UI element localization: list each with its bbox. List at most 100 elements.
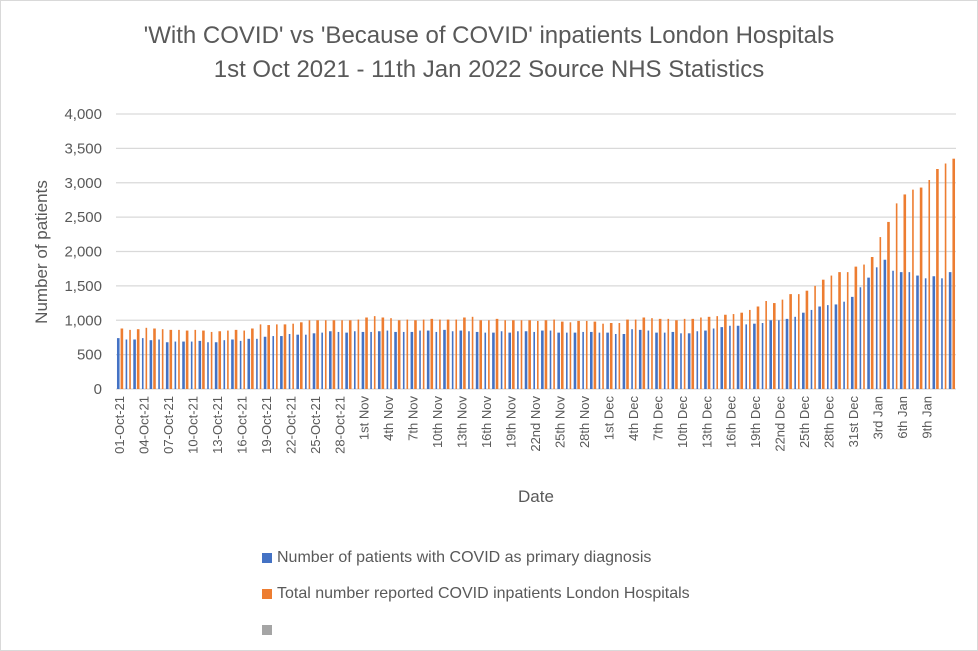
bar-total	[683, 318, 686, 389]
bar-total	[283, 324, 287, 389]
legend-label-primary: Number of patients with COVID as primary…	[277, 549, 652, 566]
bar-total	[912, 189, 914, 389]
bar-total	[765, 301, 767, 389]
bar-primary	[370, 331, 372, 389]
bar-primary	[533, 331, 535, 389]
bar-total	[463, 317, 466, 389]
bar-primary	[859, 287, 862, 389]
bar-total	[308, 320, 311, 389]
bar-primary	[598, 332, 601, 389]
bar-primary	[492, 332, 495, 389]
bar-primary	[182, 341, 185, 389]
bar-primary	[769, 320, 773, 389]
bar-primary	[899, 272, 903, 389]
legend-label-total: Total number reported COVID inpatients L…	[277, 585, 690, 602]
bar-primary	[671, 331, 675, 389]
x-tick-label: 19-Oct-21	[259, 396, 274, 454]
bar-total	[618, 323, 621, 389]
bar-primary	[908, 272, 911, 389]
bar-primary	[247, 338, 251, 389]
bar-total	[145, 327, 148, 389]
bar-primary	[622, 334, 626, 389]
bar-primary	[802, 312, 805, 389]
bar-primary	[116, 338, 120, 389]
bar-total	[365, 317, 368, 389]
bar-primary	[223, 340, 226, 389]
bar-total	[863, 264, 865, 389]
x-tick-label: 16th Dec	[724, 396, 739, 449]
bar-total	[528, 320, 531, 389]
bar-primary	[158, 339, 160, 389]
bar-primary	[207, 342, 209, 389]
bar-primary	[214, 342, 218, 389]
bar-primary	[745, 324, 748, 389]
bar-total	[357, 319, 360, 389]
bar-total	[446, 319, 450, 389]
x-tick-label: 1st Dec	[601, 396, 616, 441]
bar-primary	[941, 278, 943, 389]
bar-total	[675, 320, 678, 389]
x-tick-label: 28th Nov	[577, 396, 592, 449]
y-tick-label: 3,500	[64, 140, 102, 157]
bar-primary	[337, 331, 340, 389]
bar-primary	[239, 340, 242, 389]
bar-primary	[557, 332, 560, 389]
bar-primary	[892, 270, 894, 389]
bar-total	[544, 320, 548, 389]
legend-item-primary[interactable]: Number of patients with COVID as primary…	[262, 540, 690, 576]
bar-primary	[631, 329, 633, 389]
bar-total	[805, 290, 809, 389]
x-tick-label: 25th Nov	[552, 396, 567, 449]
bar-primary	[256, 338, 258, 389]
legend-item-total[interactable]: Total number reported COVID inpatients L…	[262, 576, 690, 612]
x-tick-label: 13-Oct-21	[210, 396, 225, 454]
bar-primary	[541, 330, 544, 389]
chart-subtitle: 1st Oct 2021 - 11th Jan 2022 Source NHS …	[213, 56, 765, 83]
bar-total	[732, 314, 735, 389]
bar-total	[299, 322, 303, 389]
bar-total	[455, 319, 458, 389]
bar-primary	[761, 323, 764, 389]
bar-total	[471, 316, 474, 389]
bar-total	[789, 294, 792, 389]
bar-primary	[410, 331, 414, 389]
x-tick-label: 13th Dec	[699, 396, 714, 449]
bar-total	[227, 330, 229, 389]
bar-total	[406, 319, 409, 389]
bar-primary	[655, 332, 658, 389]
x-tick-label: 04-Oct-21	[137, 396, 152, 454]
bar-primary	[794, 316, 796, 389]
bar-primary	[573, 332, 577, 389]
bar-primary	[867, 277, 870, 389]
x-tick-label: 19th Dec	[748, 396, 763, 449]
bar-primary	[272, 336, 275, 389]
bar-total	[332, 320, 336, 389]
bar-total	[218, 331, 222, 389]
bar-primary	[875, 267, 878, 389]
legend-item-blank[interactable]	[262, 612, 690, 648]
x-tick-label: 28-Oct-21	[332, 396, 347, 454]
bar-primary	[614, 334, 617, 389]
x-tick-label: 3rd Jan	[871, 396, 886, 439]
bar-primary	[736, 325, 740, 389]
bar-total	[373, 316, 376, 389]
bar-primary	[231, 339, 234, 389]
bar-total	[276, 324, 278, 389]
bar-total	[553, 319, 555, 389]
bar-total	[577, 320, 580, 389]
bar-total	[658, 318, 662, 389]
bar-total	[936, 169, 939, 389]
bar-total	[316, 320, 319, 389]
bar-total	[292, 323, 294, 389]
bar-primary	[916, 275, 919, 389]
bar-total	[136, 329, 140, 389]
bar-total	[243, 330, 246, 389]
bar-primary	[663, 332, 666, 389]
bar-primary	[680, 333, 682, 389]
bar-primary	[753, 323, 756, 389]
bar-total	[504, 320, 506, 389]
x-tick-label: 4th Dec	[626, 396, 641, 441]
gridlines	[116, 113, 956, 390]
bar-primary	[810, 309, 813, 389]
y-tick-label: 1,500	[64, 278, 102, 295]
